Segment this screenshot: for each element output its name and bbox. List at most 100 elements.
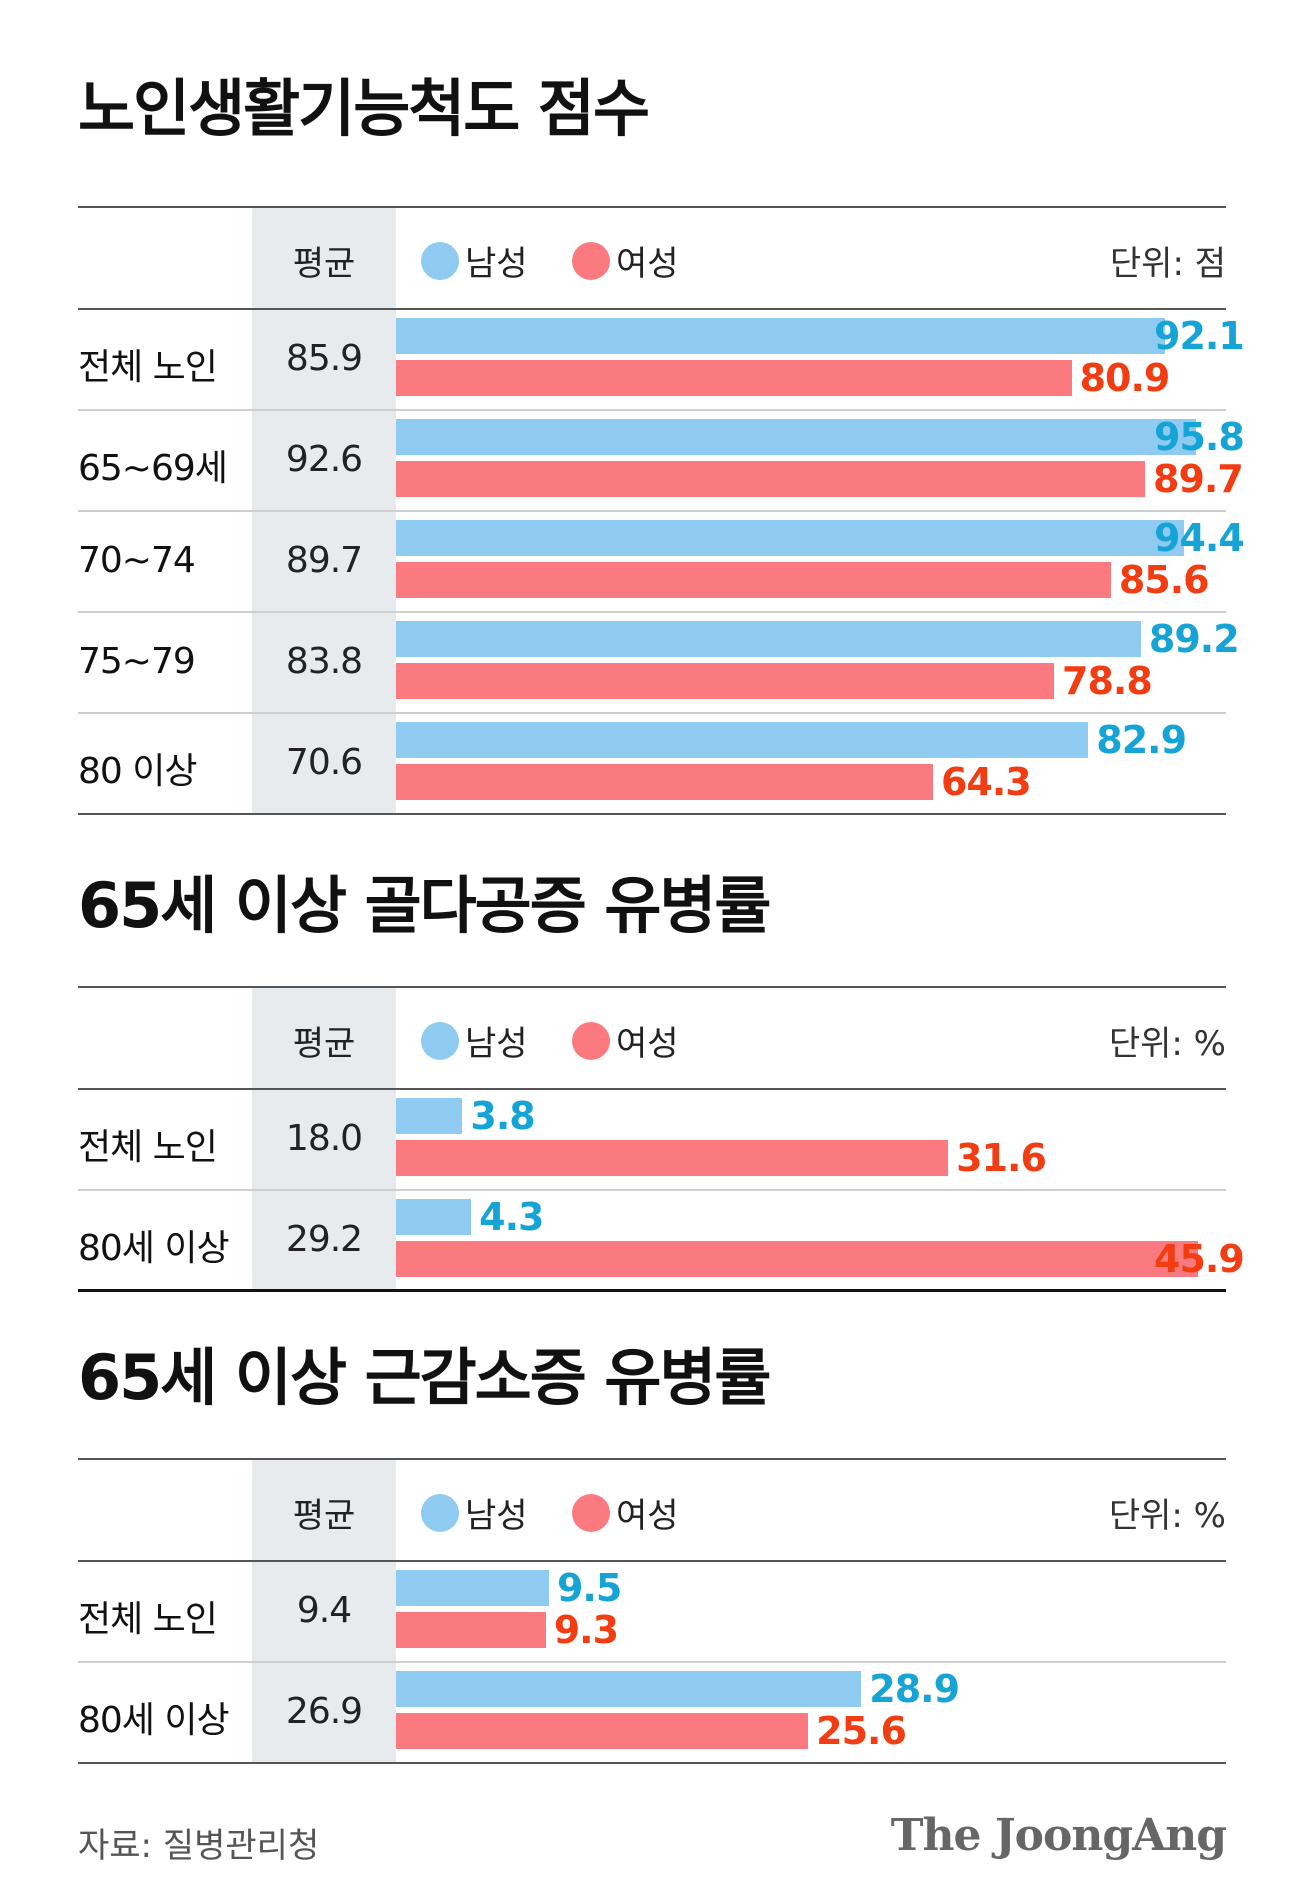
divider bbox=[78, 712, 1226, 714]
male-bar bbox=[396, 1570, 549, 1606]
female-value-label: 9.3 bbox=[553, 1608, 619, 1652]
male-value-label: 89.2 bbox=[1148, 617, 1240, 661]
female-bar bbox=[396, 1713, 809, 1749]
legend-male-swatch bbox=[421, 241, 459, 280]
row-average: 92.6 bbox=[285, 439, 363, 480]
legend-female-swatch bbox=[572, 1021, 610, 1060]
average-header: 평균 bbox=[292, 1024, 356, 1064]
male-bar bbox=[396, 1098, 463, 1134]
row-average: 29.2 bbox=[285, 1219, 363, 1260]
female-value-label: 25.6 bbox=[816, 1709, 907, 1753]
divider bbox=[78, 1762, 1226, 1764]
row-label: 전체 노인 bbox=[78, 1599, 218, 1640]
average-column-bg bbox=[252, 1458, 396, 1762]
female-bar bbox=[396, 1241, 1198, 1277]
legend-male: 남성 bbox=[421, 236, 528, 285]
female-bar bbox=[396, 360, 1072, 396]
divider bbox=[78, 813, 1226, 815]
legend-female: 여성 bbox=[572, 1488, 679, 1537]
male-value-label: 3.8 bbox=[470, 1094, 535, 1138]
unit-label: 단위: % bbox=[1108, 1024, 1226, 1064]
male-bar bbox=[396, 621, 1141, 657]
row-label: 전체 노인 bbox=[78, 1127, 218, 1168]
row-label: 75~79 bbox=[78, 641, 196, 682]
male-value-label: 9.5 bbox=[556, 1566, 622, 1610]
legend-male-swatch bbox=[421, 1021, 459, 1060]
row-label: 전체 노인 bbox=[78, 347, 218, 388]
female-value-label: 45.9 bbox=[1154, 1237, 1245, 1281]
female-bar bbox=[396, 461, 1146, 497]
divider bbox=[78, 308, 1226, 310]
female-bar bbox=[396, 1140, 949, 1176]
legend-female-label: 여성 bbox=[616, 1024, 679, 1064]
divider bbox=[78, 510, 1226, 512]
divider bbox=[78, 206, 1226, 208]
row-average: 70.6 bbox=[285, 742, 363, 783]
chart-section: 평균 남성 여성 단위: % 전체 노인 18.0 3.8 31.6 80세 이상 29.2 4.3… bbox=[78, 986, 1245, 1292]
row-label: 80 이상 bbox=[78, 751, 197, 792]
row-average: 85.9 bbox=[285, 338, 363, 379]
legend-male-label: 남성 bbox=[465, 1496, 528, 1536]
male-value-label: 82.9 bbox=[1096, 718, 1187, 762]
male-value-label: 94.4 bbox=[1154, 516, 1245, 560]
average-header: 평균 bbox=[292, 244, 356, 284]
legend-male-label: 남성 bbox=[465, 1024, 528, 1064]
male-bar bbox=[396, 318, 1166, 354]
average-column-bg bbox=[252, 206, 396, 813]
row-label: 65~69세 bbox=[78, 448, 228, 489]
male-value-label: 4.3 bbox=[479, 1195, 544, 1239]
chart-title: 65세 이상 근감소증 유병률 bbox=[78, 1341, 771, 1414]
divider bbox=[78, 1458, 1226, 1460]
row-average: 83.8 bbox=[285, 641, 363, 682]
divider bbox=[78, 1560, 1226, 1562]
row-label: 80세 이상 bbox=[78, 1228, 230, 1269]
row-label: 70~74 bbox=[78, 540, 196, 581]
row-average: 89.7 bbox=[285, 540, 363, 581]
male-bar bbox=[396, 520, 1185, 556]
row-label: 80세 이상 bbox=[78, 1700, 230, 1741]
average-header: 평균 bbox=[292, 1496, 356, 1536]
female-bar bbox=[396, 1612, 546, 1648]
female-value-label: 89.7 bbox=[1153, 457, 1244, 501]
divider bbox=[78, 986, 1226, 988]
publisher-logo: The JoongAng bbox=[890, 1810, 1227, 1861]
male-value-label: 92.1 bbox=[1154, 314, 1245, 358]
legend-female-label: 여성 bbox=[616, 244, 679, 284]
divider bbox=[78, 1661, 1226, 1663]
unit-label: 단위: % bbox=[1108, 1496, 1226, 1536]
female-bar bbox=[396, 663, 1055, 699]
chart-title: 노인생활기능척도 점수 bbox=[78, 72, 650, 145]
female-value-label: 85.6 bbox=[1118, 558, 1210, 602]
legend-female-swatch bbox=[572, 1493, 610, 1532]
unit-label: 단위: 점 bbox=[1109, 244, 1226, 284]
male-bar bbox=[396, 722, 1089, 758]
divider bbox=[78, 409, 1226, 411]
chart-title: 65세 이상 골다공증 유병률 bbox=[78, 869, 771, 942]
row-average: 18.0 bbox=[285, 1118, 363, 1159]
divider bbox=[78, 1088, 1226, 1090]
legend-male: 남성 bbox=[421, 1488, 528, 1537]
legend-male-label: 남성 bbox=[465, 244, 528, 284]
legend-female: 여성 bbox=[572, 236, 679, 285]
divider bbox=[78, 1289, 1226, 1292]
male-bar bbox=[396, 1671, 862, 1707]
chart-section: 평균 남성 여성 단위: % 전체 노인 9.4 9.5 9.3 80세 이상 26.9 28.9 2… bbox=[78, 1458, 1226, 1764]
chart-section: 평균 남성 여성 단위: 점 전체 노인 85.9 92.1 80.9 65~69세 92.6 95… bbox=[78, 206, 1245, 815]
legend-female-swatch bbox=[572, 241, 610, 280]
female-bar bbox=[396, 764, 933, 800]
row-average: 26.9 bbox=[285, 1691, 363, 1732]
row-average: 9.4 bbox=[296, 1590, 352, 1631]
legend-male: 남성 bbox=[421, 1016, 528, 1065]
source-note: 자료: 질병관리청 bbox=[78, 1826, 320, 1866]
male-bar bbox=[396, 419, 1196, 455]
male-value-label: 28.9 bbox=[869, 1667, 960, 1711]
divider bbox=[78, 611, 1226, 613]
average-column-bg bbox=[252, 986, 396, 1290]
female-value-label: 31.6 bbox=[956, 1136, 1047, 1180]
legend-female-label: 여성 bbox=[616, 1496, 679, 1536]
female-value-label: 64.3 bbox=[940, 760, 1032, 804]
female-value-label: 78.8 bbox=[1062, 659, 1153, 703]
male-bar bbox=[396, 1199, 472, 1235]
legend-male-swatch bbox=[421, 1493, 459, 1532]
female-bar bbox=[396, 562, 1111, 598]
